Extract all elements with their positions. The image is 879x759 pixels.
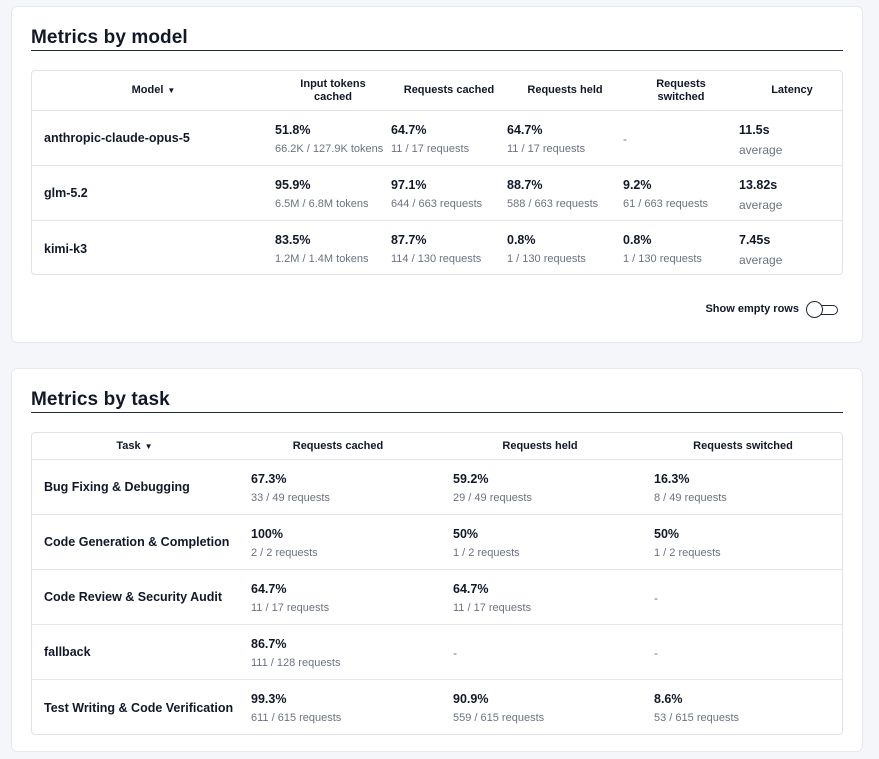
- show-empty-rows-toggle[interactable]: [806, 301, 838, 318]
- latency-cell: 7.45s average: [739, 233, 783, 267]
- requests-switched-cell: 50% 1 / 2 requests: [654, 527, 721, 559]
- requests-cached-cell: 86.7% 111 / 128 requests: [251, 637, 341, 669]
- table-row: Code Generation & Completion 100% 2 / 2 …: [32, 515, 842, 570]
- input-tokens-cell: 51.8% 66.2K / 127.9K tokens: [275, 123, 384, 155]
- requests-switched-cell: 16.3% 8 / 49 requests: [654, 472, 727, 504]
- requests-switched-cell: -: [623, 132, 627, 146]
- task-name: Bug Fixing & Debugging: [44, 480, 190, 494]
- requests-switched-cell: 9.2% 61 / 663 requests: [623, 178, 709, 210]
- requests-cached-cell: 99.3% 611 / 615 requests: [251, 692, 342, 724]
- table-row: Test Writing & Code Verification 99.3% 6…: [32, 680, 842, 734]
- task-name: Test Writing & Code Verification: [44, 700, 234, 715]
- column-header-model[interactable]: Model ▼: [32, 71, 275, 110]
- column-header-task[interactable]: Task ▼: [32, 433, 237, 459]
- column-header-requests-cached: Requests cached: [403, 84, 495, 96]
- requests-cached-cell: 64.7% 11 / 17 requests: [251, 582, 330, 614]
- column-header-label: Task: [116, 439, 141, 452]
- model-name: glm-5.2: [44, 186, 88, 200]
- table-row: kimi-k3 83.5% 1.2M / 1.4M tokens 87.7% 1…: [32, 221, 842, 274]
- requests-switched-cell: -: [654, 646, 658, 660]
- requests-cached-cell: 67.3% 33 / 49 requests: [251, 472, 330, 504]
- table-header: Model ▼ Input tokens cached Requests cac…: [32, 71, 842, 111]
- table-row: anthropic-claude-opus-5 51.8% 66.2K / 12…: [32, 111, 842, 166]
- requests-held-cell: 90.9% 559 / 615 requests: [453, 692, 545, 724]
- requests-held-cell: 0.8% 1 / 130 requests: [507, 233, 586, 265]
- requests-held-cell: 59.2% 29 / 49 requests: [453, 472, 532, 504]
- input-tokens-cell: 83.5% 1.2M / 1.4M tokens: [275, 233, 369, 265]
- column-header-label: Model: [131, 84, 164, 96]
- table-row: fallback 86.7% 111 / 128 requests - -: [32, 625, 842, 680]
- title-divider: [31, 50, 843, 51]
- requests-switched-cell: -: [654, 591, 658, 605]
- column-header-input-tokens: Input tokens cached: [300, 77, 366, 103]
- requests-switched-cell: 0.8% 1 / 130 requests: [623, 233, 702, 265]
- requests-cached-cell: 97.1% 644 / 663 requests: [391, 178, 483, 210]
- sort-caret-icon: ▼: [167, 86, 176, 95]
- requests-held-cell: 64.7% 11 / 17 requests: [507, 123, 586, 155]
- table-header: Task ▼ Requests cached Requests held Req…: [32, 433, 842, 460]
- requests-switched-cell: 8.6% 53 / 615 requests: [654, 692, 740, 724]
- requests-held-cell: 64.7% 11 / 17 requests: [453, 582, 532, 614]
- requests-held-cell: -: [453, 646, 457, 660]
- model-name: kimi-k3: [44, 241, 88, 256]
- model-metrics-table: Model ▼ Input tokens cached Requests cac…: [31, 70, 843, 275]
- section-title: Metrics by task: [31, 389, 170, 410]
- requests-held-cell: 88.7% 588 / 663 requests: [507, 178, 599, 210]
- sort-caret-icon: ▼: [144, 441, 153, 451]
- requests-held-cell: 50% 1 / 2 requests: [453, 527, 520, 559]
- metrics-by-model-card: Metrics by model Model ▼ Input tokens ca…: [11, 6, 863, 343]
- table-row: Code Review & Security Audit 64.7% 11 / …: [32, 570, 842, 625]
- requests-cached-cell: 87.7% 114 / 130 requests: [391, 233, 482, 265]
- show-empty-rows-control: Show empty rows: [705, 301, 838, 318]
- latency-cell: 13.82s average: [739, 178, 783, 212]
- task-name: Code Review & Security Audit: [44, 590, 223, 604]
- column-header-requests-held: Requests held: [502, 439, 578, 452]
- metrics-by-task-card: Metrics by task Task ▼ Requests cached R…: [11, 368, 863, 752]
- task-metrics-table: Task ▼ Requests cached Requests held Req…: [31, 432, 843, 735]
- latency-cell: 11.5s average: [739, 123, 783, 157]
- title-divider: [31, 412, 843, 413]
- model-name: anthropic-claude-opus-5: [44, 131, 190, 145]
- task-name: Code Generation & Completion: [44, 535, 230, 549]
- section-title: Metrics by model: [31, 27, 188, 48]
- table-row: glm-5.2 95.9% 6.5M / 6.8M tokens 97.1% 6…: [32, 166, 842, 221]
- column-header-requests-switched: Requests switched: [656, 77, 706, 103]
- requests-cached-cell: 100% 2 / 2 requests: [251, 527, 318, 559]
- toggle-label: Show empty rows: [705, 303, 799, 315]
- column-header-requests-cached: Requests cached: [292, 439, 384, 452]
- table-row: Bug Fixing & Debugging 67.3% 33 / 49 req…: [32, 460, 842, 515]
- requests-cached-cell: 64.7% 11 / 17 requests: [391, 123, 470, 155]
- task-name: fallback: [44, 645, 91, 659]
- column-header-latency: Latency: [771, 84, 813, 96]
- column-header-requests-held: Requests held: [527, 84, 603, 96]
- toggle-knob: [806, 301, 823, 318]
- input-tokens-cell: 95.9% 6.5M / 6.8M tokens: [275, 178, 369, 210]
- column-header-requests-switched: Requests switched: [693, 439, 793, 452]
